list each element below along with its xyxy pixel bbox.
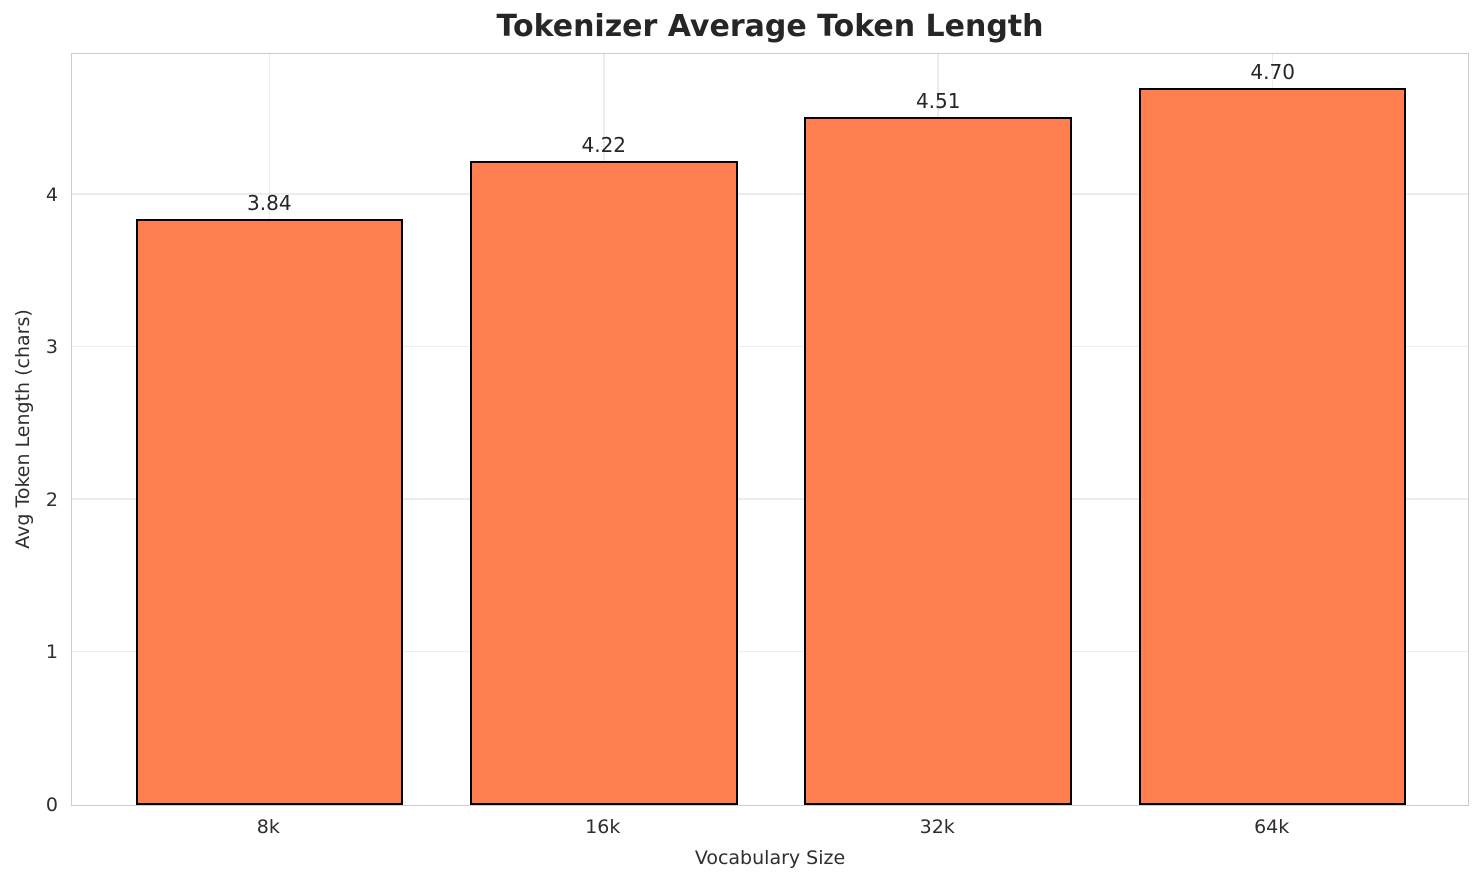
gridline-horizontal xyxy=(72,650,1468,653)
bar-value-label: 4.70 xyxy=(1250,59,1295,84)
y-tick-label: 2 xyxy=(45,488,58,511)
bar-32k xyxy=(804,116,1072,805)
chart-title: Tokenizer Average Token Length xyxy=(496,9,1044,44)
plot-area: 3.84 4.22 4.51 4.70 xyxy=(71,53,1469,806)
bar-64k xyxy=(1138,87,1407,805)
y-tick-label: 4 xyxy=(45,183,58,206)
bar-8k xyxy=(135,219,404,805)
bar-value-label: 3.84 xyxy=(247,191,292,216)
bar-16k xyxy=(469,161,738,805)
x-tick-label: 8k xyxy=(256,816,280,838)
y-tick-label: 0 xyxy=(45,794,58,816)
x-tick-label: 64k xyxy=(1254,816,1290,838)
y-axis-label: Avg Token Length (chars) xyxy=(12,309,34,549)
y-tick-label: 1 xyxy=(45,641,58,664)
gridline-horizontal xyxy=(72,498,1468,500)
x-axis-label: Vocabulary Size xyxy=(694,847,846,869)
gridline-horizontal xyxy=(72,193,1468,195)
x-tick-label: 16k xyxy=(585,816,621,838)
y-tick-label: 3 xyxy=(45,336,58,359)
bar-value-label: 4.22 xyxy=(581,133,627,158)
gridline-horizontal xyxy=(72,345,1468,348)
bar-value-label: 4.51 xyxy=(915,88,961,113)
x-tick-label: 32k xyxy=(919,816,955,838)
